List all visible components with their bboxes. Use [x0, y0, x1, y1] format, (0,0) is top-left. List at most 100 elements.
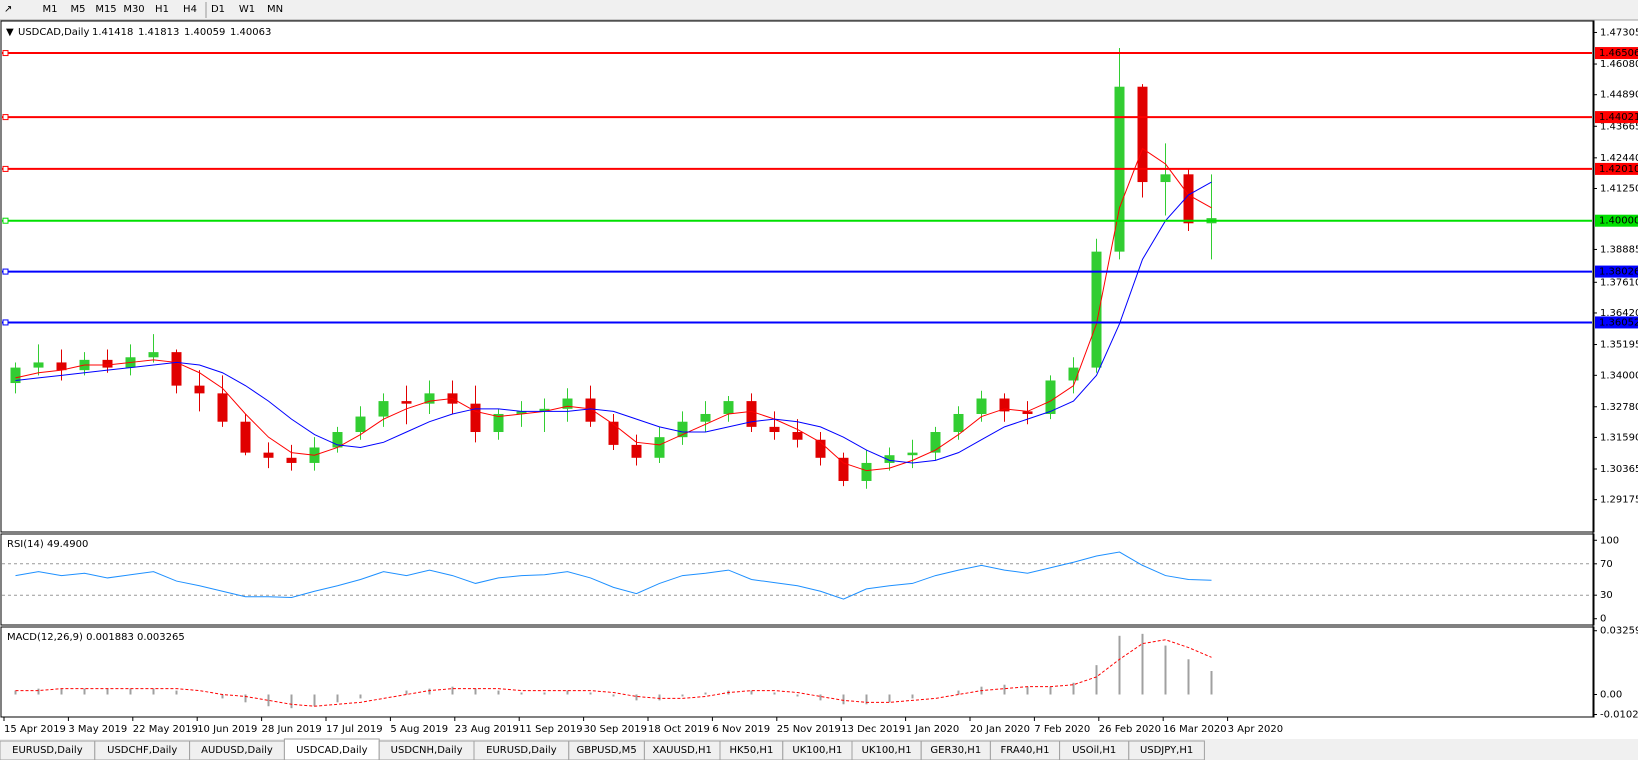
x-tick-label: 15 Apr 2019	[4, 724, 66, 735]
candle-body	[1160, 174, 1171, 183]
tab-label[interactable]: XAUUSD,H1	[652, 745, 711, 756]
candle-body	[953, 413, 964, 433]
y-tick-label: 70	[1600, 559, 1613, 570]
rsi-line	[15, 551, 1212, 600]
candle-body	[1022, 411, 1033, 414]
y-tick-label: 1.44890	[1600, 90, 1638, 101]
timeframe-button[interactable]: W1	[239, 4, 255, 15]
y-tick-label: -0.010227	[1600, 710, 1638, 721]
candle-body	[999, 398, 1010, 412]
candle-body	[378, 401, 389, 417]
y-tick-label: 1.41250	[1600, 183, 1638, 194]
x-tick-label: 26 Feb 2020	[1099, 724, 1161, 735]
x-tick-label: 28 Jun 2019	[262, 724, 322, 735]
candle-body	[861, 462, 872, 481]
timeframe-button[interactable]: H1	[155, 4, 169, 15]
y-tick-label: 30	[1600, 590, 1613, 601]
y-tick-label: 1.38885	[1600, 244, 1638, 255]
y-tick-label: 1.34000	[1600, 370, 1638, 381]
tab-label[interactable]: GBPUSD,M5	[577, 745, 637, 756]
ohlc-value: 1.41418	[92, 27, 133, 38]
ohlc-value: 1.41813	[138, 27, 179, 38]
y-tick-label: 100	[1600, 535, 1619, 546]
tab-label[interactable]: USOil,H1	[1072, 745, 1116, 756]
x-tick-label: 18 Oct 2019	[648, 724, 710, 735]
ohlc-value: 1.40063	[230, 27, 271, 38]
tab-label[interactable]: AUDUSD,Daily	[201, 745, 273, 756]
y-tick-label: 1.47305	[1600, 27, 1638, 38]
x-tick-label: 6 Nov 2019	[712, 724, 770, 735]
candle-body	[930, 432, 941, 453]
y-tick-label: 1.31590	[1600, 432, 1638, 443]
tab-label[interactable]: EURUSD,Daily	[486, 745, 557, 756]
timeframe-button[interactable]: H4	[183, 4, 197, 15]
y-tick-label: 0.00	[1600, 690, 1622, 701]
candle-body	[838, 457, 849, 481]
y-tick-label: 1.46080	[1600, 59, 1638, 70]
candle-body	[585, 398, 596, 422]
timeframe-button[interactable]: D1	[211, 4, 225, 15]
candle-body	[654, 437, 665, 458]
candle-body	[1068, 367, 1079, 381]
tab-label[interactable]: USDCNH,Daily	[391, 745, 463, 756]
candle-body	[631, 444, 642, 458]
chart-area	[0, 21, 1638, 739]
level-label: 1.44021	[1599, 112, 1638, 123]
level-label-bg	[1595, 111, 1638, 124]
candle-body	[217, 393, 228, 422]
y-tick-label: 0.032595	[1600, 626, 1638, 637]
tab-label[interactable]: USDCHF,Daily	[107, 745, 177, 756]
candle-body	[148, 352, 159, 358]
panel-border	[0, 533, 1595, 626]
y-tick-label: 1.35195	[1600, 340, 1638, 351]
timeframe-button[interactable]: M1	[43, 4, 58, 15]
level-label-bg	[1595, 162, 1638, 175]
chart-title-icon: ▼	[6, 27, 14, 38]
candle-body	[56, 362, 67, 371]
candle-body	[286, 457, 297, 463]
timeframe-button[interactable]: M30	[123, 4, 144, 15]
timeframe-button[interactable]: M5	[71, 4, 86, 15]
y-tick-label: 1.32780	[1600, 402, 1638, 413]
x-tick-label: 7 Feb 2020	[1034, 724, 1090, 735]
level-label-bg	[1595, 265, 1638, 278]
level-label-bg	[1595, 316, 1638, 329]
tab-label[interactable]: EURUSD,Daily	[12, 745, 83, 756]
candle-body	[240, 421, 251, 453]
timeframe-button[interactable]: MN	[267, 4, 283, 15]
tab-label[interactable]: USDCAD,Daily	[296, 745, 367, 756]
x-tick-label: 3 Apr 2020	[1228, 724, 1283, 735]
x-tick-label: 20 Jan 2020	[970, 724, 1030, 735]
tab-label[interactable]: USDJPY,H1	[1140, 745, 1193, 756]
y-tick-label: 1.43665	[1600, 121, 1638, 132]
moving-average	[15, 181, 1212, 464]
tab-label[interactable]: UK100,H1	[862, 745, 912, 756]
chart-title: USDCAD,Daily	[18, 27, 89, 38]
candle-body	[10, 367, 21, 384]
x-tick-label: 1 Jan 2020	[906, 724, 960, 735]
level-handle	[2, 217, 9, 224]
candle-body	[1091, 251, 1102, 368]
candle-body	[33, 362, 44, 368]
tab-label[interactable]: FRA40,H1	[1001, 745, 1050, 756]
tab-label[interactable]: UK100,H1	[792, 745, 842, 756]
tab[interactable]	[1128, 740, 1205, 760]
tab-label[interactable]: GER30,H1	[930, 745, 981, 756]
candle-body	[516, 411, 527, 414]
x-tick-label: 22 May 2019	[133, 724, 198, 735]
timeframe-button[interactable]: M15	[95, 4, 116, 15]
level-handle	[2, 50, 9, 57]
candle-body	[769, 426, 780, 433]
level-handle	[2, 319, 9, 326]
y-tick-label: 1.30365	[1600, 464, 1638, 475]
y-tick-label: 0	[1600, 614, 1606, 625]
level-handle	[2, 114, 9, 121]
candle-body	[700, 413, 711, 422]
toolbar	[0, 0, 1638, 20]
x-tick-label: 5 Aug 2019	[390, 724, 448, 735]
candle-body	[1137, 86, 1148, 183]
tab-label[interactable]: HK50,H1	[729, 745, 773, 756]
toolbar-icon: ↗	[4, 4, 12, 15]
